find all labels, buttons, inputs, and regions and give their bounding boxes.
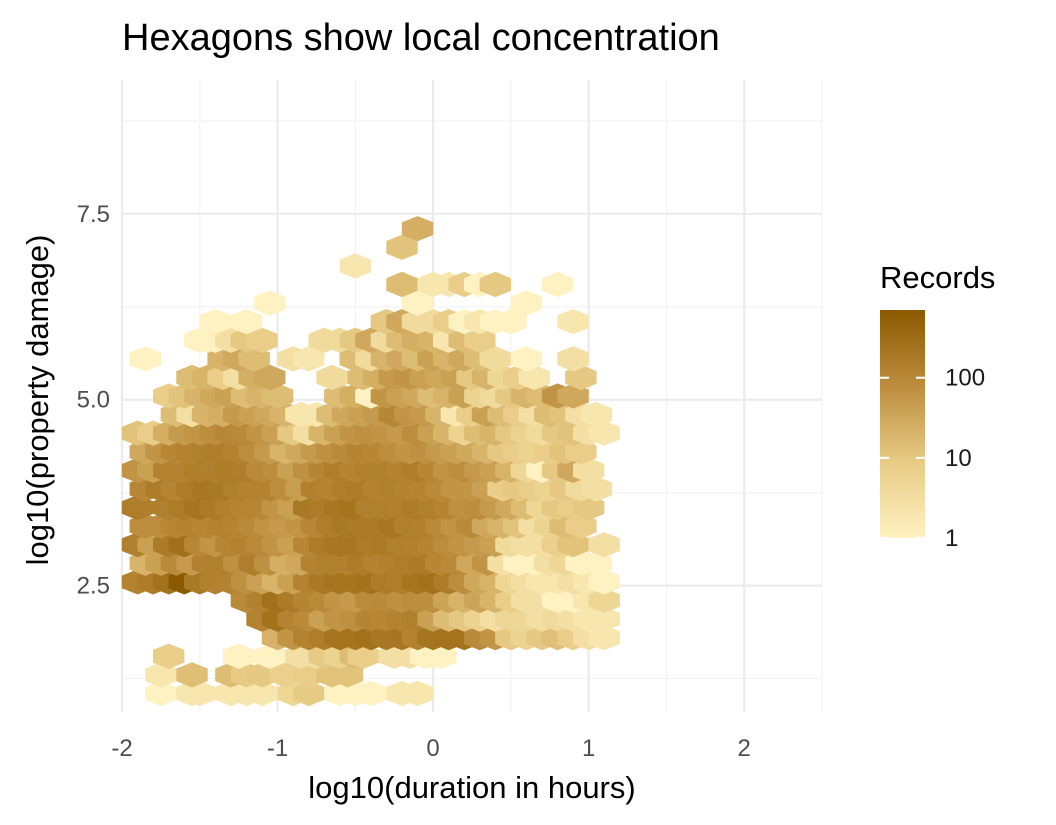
y-axis-title: log10(property damage) — [20, 235, 55, 566]
y-tick-label: 7.5 — [77, 201, 110, 228]
legend-title: Records — [880, 260, 995, 295]
hex-cell — [588, 532, 620, 558]
hex-cell — [510, 290, 543, 316]
hex-cell — [129, 346, 161, 372]
legend: Records 1 10 100 — [880, 260, 995, 552]
hex-cell — [223, 643, 255, 669]
hex-cell — [386, 234, 418, 260]
hex-cell — [254, 364, 286, 391]
hex-cell — [230, 309, 263, 335]
hex-cells — [121, 216, 620, 707]
legend-colorbar — [880, 310, 925, 538]
hex-cell — [557, 309, 589, 335]
x-tick-label: -2 — [111, 735, 132, 762]
hex-cell — [495, 309, 527, 335]
hex-cell — [355, 680, 387, 707]
hex-cell — [153, 643, 185, 669]
legend-ticks: 1 10 100 — [880, 365, 985, 552]
x-tick-label: 0 — [426, 735, 439, 762]
x-axis-ticks: -2 -1 0 1 2 — [111, 735, 751, 762]
y-axis-ticks: 2.5 5.0 7.5 — [77, 201, 110, 600]
chart-title: Hexagons show local concentration — [122, 17, 720, 59]
hex-cell — [401, 290, 434, 316]
hex-cell — [246, 680, 278, 707]
legend-tick-label: 1 — [945, 525, 958, 552]
hex-cell — [541, 271, 574, 298]
hex-cell — [176, 662, 208, 688]
hex-cell — [580, 401, 613, 428]
hex-cell — [588, 606, 620, 632]
hex-cell — [588, 587, 620, 614]
hex-cell — [557, 346, 589, 372]
hex-cell — [293, 680, 325, 707]
y-tick-label: 5.0 — [77, 387, 110, 414]
hex-cell — [339, 253, 371, 279]
x-tick-label: 2 — [738, 735, 751, 762]
hex-cell — [293, 346, 325, 372]
x-axis-title: log10(duration in hours) — [308, 770, 635, 805]
hex-cell — [145, 680, 177, 707]
hex-cell — [316, 364, 348, 391]
hex-cell — [254, 290, 286, 316]
x-tick-label: 1 — [582, 735, 595, 762]
hex-cell — [479, 271, 511, 298]
hex-cell — [479, 346, 511, 372]
legend-tick-label: 10 — [945, 445, 972, 472]
hex-cell — [588, 625, 620, 651]
hex-cell — [386, 271, 418, 298]
hex-cell — [464, 327, 496, 353]
x-tick-label: -1 — [267, 735, 288, 762]
hex-cell — [401, 216, 434, 242]
hex-cell — [199, 309, 231, 335]
hex-cell — [510, 346, 543, 372]
hex-cell — [401, 680, 434, 707]
y-tick-label: 2.5 — [77, 573, 110, 600]
legend-tick-label: 100 — [945, 365, 985, 392]
hex-cell — [246, 327, 278, 353]
